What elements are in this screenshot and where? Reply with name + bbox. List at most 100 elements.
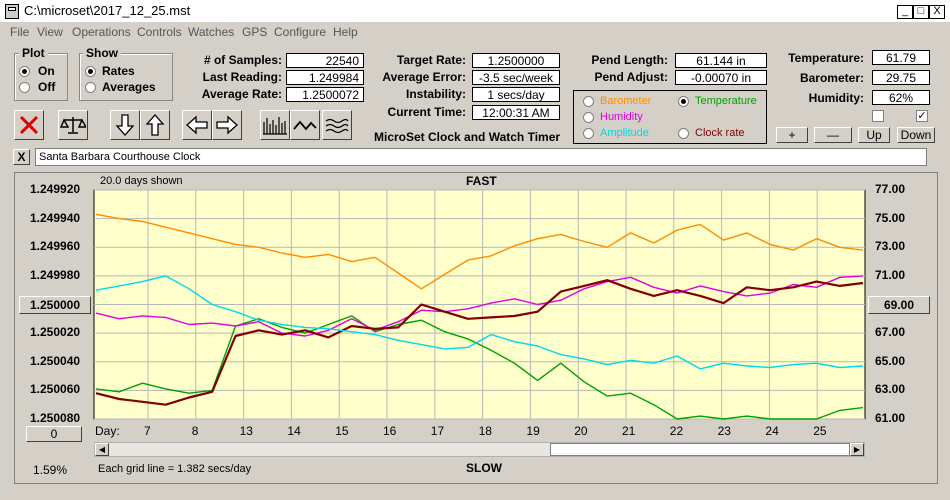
env-checkbox-2[interactable]: ✓	[916, 110, 928, 122]
arrow-down-icon	[115, 114, 135, 136]
x-tick-label: 25	[813, 424, 827, 438]
up-button[interactable]: Up	[858, 127, 890, 143]
show-rates-radio[interactable]	[85, 66, 96, 77]
menu-controls[interactable]: Controls	[137, 25, 182, 39]
arrow-up-button[interactable]	[140, 110, 170, 140]
y-left-tick-label: 1.250080	[30, 411, 81, 425]
y-right-tick-label: 73.00	[875, 239, 906, 254]
x-tick-label: 15	[335, 424, 349, 438]
menu-configure[interactable]: Configure	[274, 25, 327, 39]
wave-button[interactable]	[290, 110, 320, 140]
x-tick-label: 18	[478, 424, 492, 438]
barometer-label: Barometer:	[799, 71, 864, 85]
x-tick-label: 22	[669, 424, 684, 438]
pend-adjust-field: -0.00070 in	[675, 70, 767, 85]
menu-file[interactable]: File	[10, 25, 30, 39]
show-group	[79, 53, 173, 101]
noise-button[interactable]	[322, 110, 352, 140]
noise-icon	[325, 118, 349, 134]
balance-icon	[60, 117, 86, 134]
x-tick-label: 23	[717, 424, 731, 438]
stop-button[interactable]	[14, 110, 44, 140]
clock-name-field[interactable]: Santa Barbara Courthouse Clock	[35, 148, 927, 166]
x-tick-label: 14	[287, 424, 301, 438]
y-left-tick-label: 1.250040	[30, 353, 81, 368]
x-tick-label: 20	[574, 424, 588, 438]
clear-clock-button[interactable]: X	[13, 149, 30, 165]
scroll-thumb[interactable]	[550, 443, 850, 456]
x-axis-label: Day:	[95, 424, 120, 438]
arrow-up-icon	[145, 114, 165, 136]
samples-label: # of Samples:	[203, 53, 282, 67]
target-rate-field[interactable]: 1.2500000	[472, 53, 560, 68]
show-group-title: Show	[83, 46, 121, 60]
menu-help[interactable]: Help	[333, 25, 358, 39]
menu-watches[interactable]: Watches	[188, 25, 235, 39]
y-right-tick-label: 71.00	[875, 267, 906, 282]
sensor-selector	[573, 90, 767, 144]
y-left-tick-label: 1.249920	[30, 182, 81, 196]
temperature-radio[interactable]	[678, 96, 689, 107]
temperature-label: Temperature:	[788, 51, 864, 65]
rate-reference-button[interactable]: 1.250000	[19, 296, 91, 314]
y-left-tick-label: 1.250060	[30, 382, 81, 397]
temperature-field: 61.79	[872, 50, 930, 65]
show-averages-label: Averages	[102, 80, 156, 94]
amplitude-option: Amplitude	[600, 127, 649, 139]
plus-button[interactable]: +	[776, 127, 808, 143]
menu-operations[interactable]: Operations	[72, 25, 131, 39]
time-scrollbar[interactable]: ◀ ▶	[94, 442, 865, 457]
sensor-reference-button[interactable]: 69.00	[868, 296, 930, 314]
x-tick-label: 13	[239, 424, 253, 438]
app-caption: MicroSet Clock and Watch Timer	[374, 130, 561, 144]
plot-on-radio[interactable]	[19, 66, 30, 77]
x-tick-label: 8	[191, 424, 199, 438]
series-line-barometer	[95, 213, 864, 290]
average-error-label: Average Error:	[382, 70, 466, 84]
amplitude-radio[interactable]	[583, 128, 594, 139]
pend-length-label: Pend Length:	[591, 53, 668, 67]
plot-on-label: On	[38, 64, 55, 78]
zero-button[interactable]: 0	[26, 426, 82, 442]
down-button[interactable]: Down	[897, 127, 935, 143]
balance-button[interactable]	[58, 110, 88, 140]
scroll-right-button[interactable]: ▶	[850, 443, 864, 456]
y-right-tick-label: 61.00	[875, 411, 906, 425]
env-checkbox-1[interactable]	[872, 110, 884, 122]
scroll-left-button[interactable]: ◀	[95, 443, 109, 456]
minimize-button[interactable]: _	[897, 5, 913, 19]
menu-gps[interactable]: GPS	[242, 25, 268, 39]
pend-adjust-label: Pend Adjust:	[594, 70, 668, 84]
current-time-label: Current Time:	[387, 105, 466, 119]
x-tick-label: 24	[765, 424, 779, 438]
barometer-radio[interactable]	[583, 96, 594, 107]
series-line-temperature	[95, 315, 864, 420]
app-icon[interactable]	[5, 4, 19, 19]
plot-off-radio[interactable]	[19, 82, 30, 93]
maximize-button[interactable]: □	[913, 5, 929, 19]
arrow-down-button[interactable]	[110, 110, 140, 140]
current-time-field: 12:00:31 AM	[472, 105, 560, 120]
clock-rate-radio[interactable]	[678, 128, 689, 139]
x-tick-label: 19	[526, 424, 540, 438]
grid-note: Each grid line = 1.382 secs/day	[98, 463, 252, 475]
x-tick-label: 21	[622, 424, 636, 438]
stop-icon	[19, 115, 39, 135]
close-window-button[interactable]: X	[929, 5, 945, 19]
y-right-tick-label: 65.00	[875, 353, 906, 368]
arrow-right-button[interactable]	[212, 110, 242, 140]
window-title: C:\microset\2017_12_25.mst	[24, 3, 191, 18]
humidity-radio[interactable]	[583, 112, 594, 123]
plot-off-label: Off	[38, 80, 56, 94]
histogram-button[interactable]	[260, 110, 290, 140]
x-tick-label: 7	[144, 424, 151, 438]
humidity-option: Humidity	[600, 111, 643, 123]
x-tick-label: 17	[430, 424, 445, 438]
series-line-amplitude	[95, 275, 864, 370]
menu-view[interactable]: View	[37, 25, 63, 39]
pend-length-field: 61.144 in	[675, 53, 767, 68]
arrow-left-button[interactable]	[182, 110, 212, 140]
show-averages-radio[interactable]	[85, 82, 96, 93]
minus-button[interactable]: —	[814, 127, 852, 143]
